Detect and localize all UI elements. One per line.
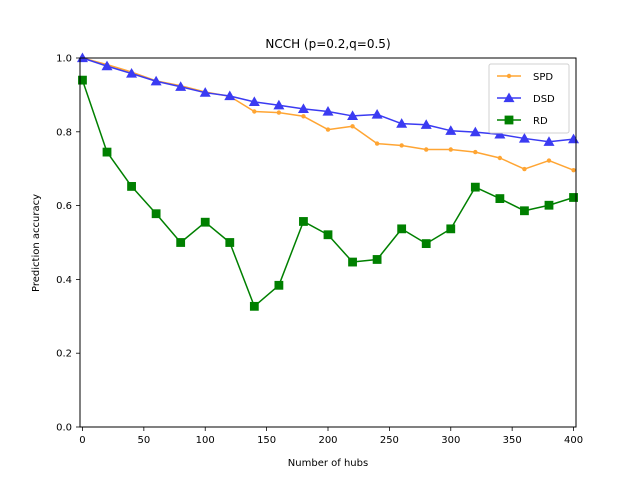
data-point-dsd-2 [126,67,138,78]
x-tick-label: 100 [196,435,215,446]
legend: SPD DSD RD [488,63,570,134]
data-point-spd-11 [350,124,355,129]
data-point-rd-8 [274,280,284,290]
data-point-dsd-13 [396,118,408,128]
data-point-dsd-8 [273,99,285,110]
data-point-dsd-15 [445,125,457,135]
data-point-spd-17 [497,155,503,161]
legend-label: DSD [533,94,555,105]
data-point-rd-19 [544,200,554,210]
legend-label: SPD [533,72,553,83]
x-tick-label: 200 [318,435,337,446]
data-point-spd-9 [301,114,306,119]
x-tick-label: 50 [137,435,150,446]
x-tick-label: 400 [564,435,583,446]
data-point-dsd-3 [150,75,162,86]
legend-marker [504,115,514,125]
data-point-dsd-1 [101,60,113,71]
data-point-spd-18 [522,166,527,172]
legend-marker [503,92,515,103]
data-point-rd-20 [569,193,578,202]
legend-item-rd: RD [497,115,548,127]
data-point-dsd-7 [248,96,260,107]
series-dsd [76,52,580,146]
data-point-rd-7 [249,301,259,311]
data-point-rd-4 [176,238,186,247]
data-point-rd-1 [102,147,112,157]
data-point-spd-15 [448,147,453,152]
y-tick-label: 1.0 [56,54,72,65]
data-point-rd-16 [470,182,480,192]
data-point-dsd-14 [420,119,432,129]
legend-item-spd: SPD [497,72,553,83]
data-point-rd-14 [421,239,431,249]
plot-area: 0 50 100 150 200 250 300 350 400 0.0 0.2 0.4 0.6 0.8 1… [56,52,583,446]
x-tick-label: 300 [441,435,460,446]
data-point-dsd-16 [469,126,481,137]
data-point-rd-11 [348,257,357,267]
data-point-dsd-9 [297,103,309,114]
data-point-dsd-12 [371,108,383,119]
data-point-rd-17 [495,194,505,203]
data-point-rd-9 [299,217,308,226]
x-tick-label: 350 [503,435,522,446]
x-tick-label: 150 [257,435,276,446]
data-point-rd-12 [372,255,382,264]
data-point-spd-12 [374,141,380,146]
data-point-rd-2 [127,182,136,191]
data-point-spd-14 [424,147,429,152]
data-point-rd-5 [200,217,210,227]
data-point-spd-19 [546,158,552,163]
y-tick-label: 0.8 [56,127,72,138]
chart-title: NCCH (p=0.2,q=0.5) [265,37,390,51]
data-point-dsd-5 [199,87,211,97]
legend-item-dsd: DSD [497,92,555,105]
legend-label: RD [533,116,548,127]
data-point-dsd-19 [543,136,555,146]
data-point-rd-15 [446,224,456,234]
x-axis-label: Number of hubs [288,458,368,469]
x-tick-label: 0 [79,435,85,446]
data-point-spd-16 [473,149,478,155]
data-point-rd-10 [323,230,333,240]
data-point-dsd-6 [224,90,236,101]
y-tick-label: 0.6 [56,201,72,212]
series-rd [78,75,578,311]
y-axis-label: Prediction accuracy [31,194,42,292]
data-point-spd-8 [276,110,282,115]
data-point-spd-7 [252,109,257,114]
data-point-spd-13 [399,143,404,148]
data-point-dsd-18 [518,132,530,143]
data-point-rd-6 [225,238,235,247]
data-point-dsd-4 [175,81,187,91]
data-point-dsd-10 [322,106,334,116]
data-point-dsd-17 [494,128,506,139]
y-tick-label: 0.0 [56,423,72,434]
data-point-spd-10 [325,127,331,132]
legend-marker [506,73,512,79]
data-point-spd-20 [571,167,576,173]
data-point-rd-18 [520,206,529,216]
data-point-rd-0 [78,75,87,85]
data-point-rd-13 [397,224,407,234]
y-tick-label: 0.2 [56,349,72,360]
data-point-dsd-11 [347,110,359,121]
y-tick-label: 0.4 [56,275,72,286]
x-tick-label: 250 [380,435,399,446]
data-point-rd-3 [151,209,161,219]
